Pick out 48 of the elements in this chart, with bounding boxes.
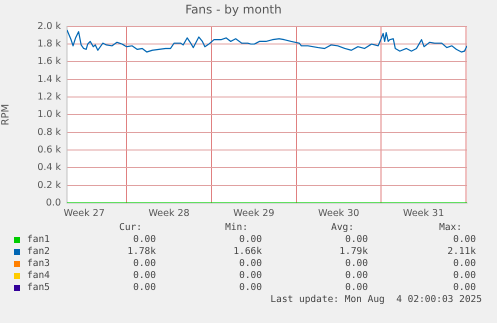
y-tick-label: 0.6 k	[37, 144, 62, 156]
y-tick-label: 0.4 k	[37, 162, 62, 174]
y-tick-label: 0.2 k	[37, 180, 62, 191]
legend-label: fan3	[27, 258, 50, 270]
text: Last update: Mon Aug 4 02:00:03 2025	[270, 294, 482, 306]
text: 0.00	[453, 234, 476, 246]
text: 0.00	[453, 258, 476, 270]
x-tick-label: Week 29	[233, 208, 274, 220]
text: 0.00	[345, 234, 368, 246]
y-tick-label: 0.0	[46, 197, 61, 208]
text: 0.00	[239, 258, 262, 270]
text: Max:	[439, 222, 462, 234]
text: Min:	[225, 222, 248, 234]
y-tick-label: 1.4 k	[37, 74, 62, 85]
text: 2.11k	[447, 246, 476, 258]
y-tick-label: 1.6 k	[37, 56, 62, 68]
text: 0.00	[345, 270, 368, 282]
text: 1.66k	[233, 246, 262, 258]
x-tick-label: Week 27	[64, 208, 105, 220]
text: 0.00	[239, 270, 262, 282]
y-axis-title: RPM	[0, 104, 12, 126]
y-tick-label: 1.2 k	[37, 92, 62, 103]
legend-label: fan1	[27, 234, 50, 246]
text: Avg:	[331, 222, 354, 234]
text: 0.00	[133, 282, 156, 294]
text: 0.00	[345, 282, 368, 294]
x-tick-label: Week 31	[402, 208, 444, 220]
y-tick-label: 1.8 k	[37, 38, 62, 50]
text: 0.00	[345, 258, 368, 270]
text: 0.00	[133, 270, 156, 282]
y-tick-label: 1.0 k	[37, 109, 62, 120]
legend-label: fan4	[27, 270, 50, 282]
legend-label: fan5	[27, 282, 50, 294]
text: 1.78k	[127, 246, 156, 258]
text: 0.00	[239, 282, 262, 294]
y-tick-label: 0.8 k	[37, 126, 62, 138]
text: 0.00	[453, 282, 476, 294]
x-tick-label: Week 30	[318, 208, 360, 220]
text: 0.00	[453, 270, 476, 282]
x-tick-label: Week 28	[148, 208, 190, 220]
chart-title: Fans - by month	[185, 2, 282, 16]
text: 0.00	[133, 258, 156, 270]
y-tick-label: 2.0 k	[37, 20, 62, 32]
text: 0.00	[239, 234, 262, 246]
text: Cur:	[119, 222, 142, 234]
text: 0.00	[133, 234, 156, 246]
legend-label: fan2	[27, 246, 50, 258]
text: 1.79k	[339, 246, 368, 258]
